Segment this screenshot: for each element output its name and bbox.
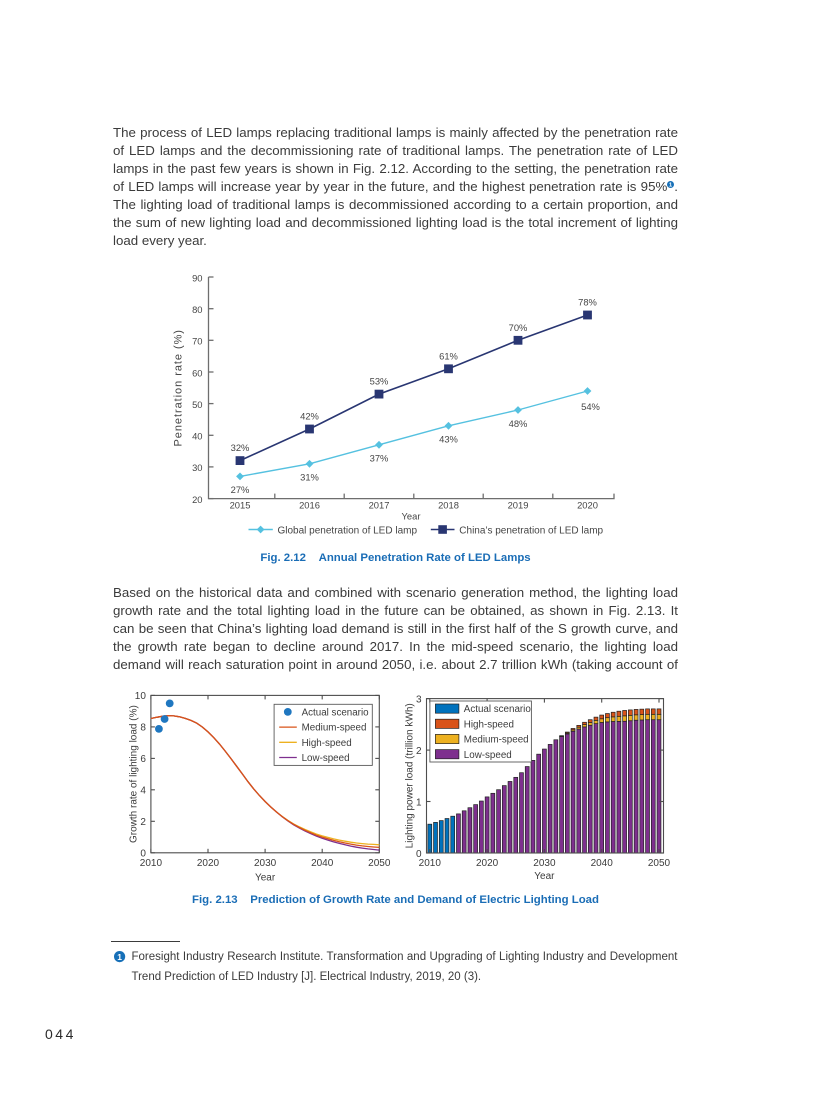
svg-text:20: 20 [192,494,202,505]
svg-text:2050: 2050 [368,858,391,869]
svg-text:Lighting power load (trillion: Lighting power load (trillion kWh) [405,703,416,848]
svg-text:Actual scenario: Actual scenario [302,708,370,719]
svg-text:90: 90 [192,272,202,283]
svg-text:2040: 2040 [311,858,334,869]
svg-text:2018: 2018 [438,500,459,511]
svg-text:Growth rate of lighting load (: Growth rate of lighting load (%) [129,705,140,843]
svg-text:61%: 61% [439,350,458,361]
svg-text:2030: 2030 [533,858,556,869]
svg-text:1: 1 [416,797,422,808]
svg-text:40: 40 [192,431,202,442]
svg-text:2010: 2010 [419,858,442,869]
svg-text:2020: 2020 [476,858,499,869]
svg-text:2015: 2015 [230,500,251,511]
svg-text:2017: 2017 [369,500,390,511]
svg-text:31%: 31% [300,472,319,483]
svg-text:Penetration rate (%): Penetration rate (%) [173,329,185,446]
svg-text:China’s penetration of LED lam: China’s penetration of LED lamp [459,525,603,536]
svg-text:30: 30 [192,462,202,473]
svg-text:High-speed: High-speed [302,738,352,749]
svg-text:8: 8 [140,723,146,734]
svg-text:Global penetration of LED lamp: Global penetration of LED lamp [278,525,418,536]
svg-text:6: 6 [140,754,146,765]
svg-text:78%: 78% [578,297,597,308]
svg-text:Actual scenario: Actual scenario [464,704,532,715]
svg-text:Low-speed: Low-speed [302,753,350,764]
svg-text:Year: Year [402,511,421,522]
svg-text:2020: 2020 [197,858,220,869]
svg-text:50: 50 [192,399,202,410]
svg-text:42%: 42% [300,411,319,422]
svg-text:2020: 2020 [577,500,598,511]
svg-text:48%: 48% [509,418,528,429]
svg-text:Medium-speed: Medium-speed [464,735,529,746]
svg-text:High-speed: High-speed [464,719,514,730]
svg-text:32%: 32% [231,442,250,453]
svg-text:54%: 54% [581,401,600,412]
svg-text:80: 80 [192,304,202,315]
svg-text:2040: 2040 [591,858,614,869]
svg-text:70%: 70% [509,322,528,333]
svg-text:2019: 2019 [508,500,529,511]
svg-text:53%: 53% [370,376,389,387]
svg-text:0: 0 [140,849,146,860]
svg-text:37%: 37% [370,453,389,464]
svg-text:Year: Year [255,872,276,883]
svg-text:Year: Year [534,871,555,882]
svg-text:2030: 2030 [254,858,277,869]
svg-text:3: 3 [416,694,422,705]
svg-text:27%: 27% [231,484,250,495]
svg-text:2: 2 [140,817,146,828]
svg-text:2016: 2016 [299,500,320,511]
svg-text:Low-speed: Low-speed [464,750,512,761]
svg-text:2: 2 [416,746,422,757]
svg-text:70: 70 [192,336,202,347]
svg-text:1: 1 [117,952,122,962]
svg-text:Medium-speed: Medium-speed [302,723,367,734]
svg-text:2010: 2010 [140,858,163,869]
svg-text:43%: 43% [439,434,458,445]
svg-text:10: 10 [135,691,147,702]
svg-text:2050: 2050 [648,858,671,869]
svg-text:1: 1 [669,183,672,188]
svg-text:4: 4 [140,786,146,797]
svg-text:60: 60 [192,367,202,378]
svg-text:0: 0 [416,849,422,860]
